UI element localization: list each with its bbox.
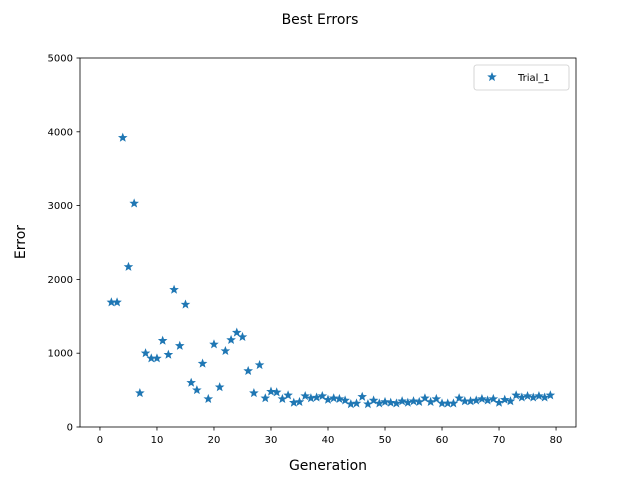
series-Trial_1	[106, 132, 556, 409]
chart-title: Best Errors	[282, 12, 359, 28]
data-point	[368, 395, 379, 405]
data-point	[499, 394, 510, 404]
data-point	[488, 393, 499, 404]
x-tick-label: 10	[151, 435, 164, 446]
legend-label: Trial_1	[517, 73, 550, 84]
data-point	[408, 396, 419, 406]
data-point	[254, 359, 265, 370]
data-point	[197, 358, 208, 368]
data-point	[112, 297, 122, 307]
x-tick-label: 20	[208, 435, 221, 446]
data-point	[431, 393, 442, 404]
data-point	[123, 261, 134, 271]
x-tick-label: 60	[436, 435, 449, 446]
x-tick-label: 40	[322, 435, 335, 446]
data-point	[231, 327, 242, 337]
data-point	[135, 388, 145, 398]
data-point	[294, 396, 305, 406]
data-point	[226, 334, 236, 344]
data-point	[522, 390, 533, 401]
data-point	[380, 396, 390, 406]
data-point	[277, 393, 288, 404]
data-point	[414, 396, 425, 406]
data-point	[169, 284, 179, 294]
plot-area	[106, 132, 556, 409]
data-point	[334, 393, 345, 404]
data-point	[186, 377, 196, 387]
y-tick-label: 1000	[48, 349, 73, 360]
data-point	[317, 390, 328, 401]
y-tick-label: 0	[67, 423, 73, 434]
x-axis-label: Generation	[289, 458, 367, 474]
data-point	[140, 348, 151, 358]
data-point	[163, 349, 174, 359]
data-point	[340, 395, 350, 405]
data-point	[214, 382, 225, 392]
data-point	[328, 393, 339, 403]
data-point	[494, 397, 504, 407]
data-point	[174, 340, 185, 350]
y-tick-label: 4000	[48, 127, 73, 138]
data-point	[209, 339, 219, 349]
legend: Trial_1	[473, 64, 570, 91]
data-point	[203, 393, 214, 404]
x-tick-label: 0	[97, 435, 103, 446]
data-point	[391, 398, 402, 408]
data-point	[243, 365, 253, 375]
x-tick-label: 70	[493, 435, 506, 446]
data-point	[192, 385, 202, 395]
y-axis-label: Error	[13, 225, 29, 259]
data-point	[357, 391, 367, 401]
data-point	[545, 390, 556, 400]
data-point	[351, 398, 362, 408]
y-tick-label: 3000	[48, 201, 73, 212]
data-point	[300, 390, 310, 401]
legend-box	[473, 64, 570, 91]
data-point	[180, 299, 191, 309]
data-point	[539, 392, 550, 402]
x-tick-label: 50	[379, 435, 392, 446]
data-point	[511, 390, 521, 400]
y-axis-ticks: 0 1000 2000 3000 4000 5000	[48, 54, 80, 434]
x-tick-label: 80	[550, 435, 563, 446]
data-point	[397, 396, 407, 406]
data-point	[477, 393, 487, 404]
data-point	[237, 331, 248, 342]
data-point	[129, 198, 139, 208]
data-point	[534, 390, 544, 401]
data-point	[454, 393, 464, 403]
y-tick-label: 5000	[48, 54, 73, 65]
y-tick-label: 2000	[48, 275, 73, 286]
data-point	[420, 393, 430, 403]
data-point	[220, 345, 231, 356]
axes: 0 10 20 30 40 50 60 70 80 0 1000 2000 3000 4000 5000	[48, 54, 577, 446]
legend-marker	[487, 71, 497, 82]
data-point	[117, 132, 128, 142]
data-point	[152, 353, 162, 363]
data-point	[249, 388, 259, 398]
data-point	[505, 396, 516, 406]
data-point	[363, 399, 373, 409]
data-point	[157, 335, 168, 345]
data-point	[385, 397, 396, 407]
data-point	[271, 387, 282, 397]
data-point	[425, 396, 436, 406]
data-point	[283, 390, 293, 400]
data-point	[260, 393, 271, 403]
x-axis-ticks: 0 10 20 30 40 50 60 70 80	[97, 427, 563, 446]
data-point	[266, 386, 276, 396]
x-tick-label: 30	[265, 435, 278, 446]
